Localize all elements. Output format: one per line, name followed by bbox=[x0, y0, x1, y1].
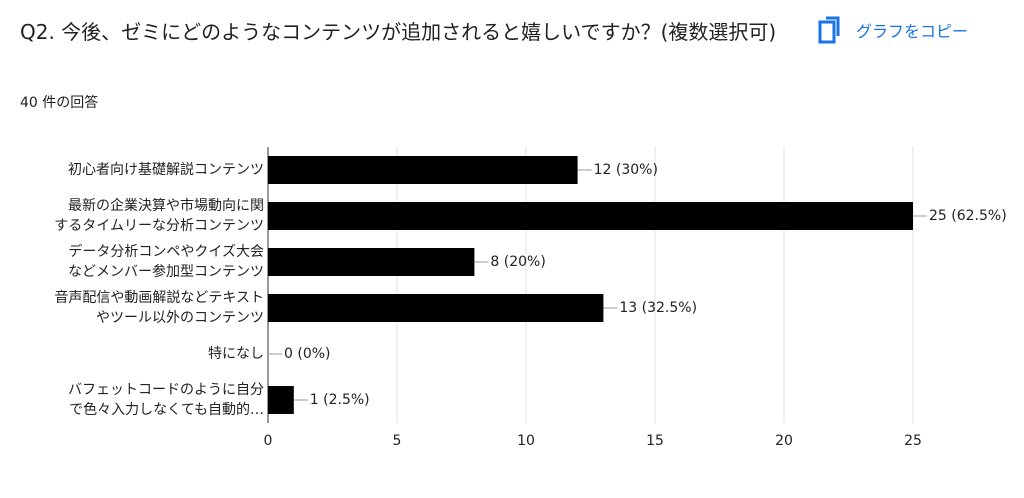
y-tick-label: 初心者向け基礎解説コンテンツ bbox=[68, 161, 264, 178]
y-tick-label: データ分析コンペやクイズ大会 bbox=[68, 243, 264, 260]
bar bbox=[268, 386, 294, 414]
bar bbox=[268, 294, 604, 322]
bar bbox=[268, 156, 578, 184]
y-tick-label: やツール以外のコンテンツ bbox=[96, 310, 264, 326]
data-label: 1 (2.5%) bbox=[310, 392, 370, 408]
data-label: 0 (0%) bbox=[284, 346, 331, 362]
copy-label: グラフをコピー bbox=[856, 22, 969, 41]
y-tick-label: 最新の企業決算や市場動向に関 bbox=[68, 197, 264, 214]
bar bbox=[268, 202, 913, 230]
response-count: 40 件の回答 bbox=[20, 95, 99, 111]
x-tick-label: 20 bbox=[775, 433, 793, 449]
copy-icon bbox=[818, 16, 840, 44]
x-tick-label: 5 bbox=[393, 433, 402, 449]
data-label: 13 (32.5%) bbox=[619, 300, 697, 316]
data-label: 12 (30%) bbox=[594, 162, 658, 178]
x-tick-label: 15 bbox=[646, 433, 664, 449]
data-label: 25 (62.5%) bbox=[929, 208, 1007, 224]
y-tick-label: などメンバー参加型コンテンツ bbox=[68, 263, 264, 280]
y-tick-label: バフェットコードのように自分 bbox=[68, 382, 264, 398]
chart-title: Q2. 今後、ゼミにどのようなコンテンツが追加されると嬉しいですか？(複数選択可… bbox=[20, 20, 777, 44]
x-tick-label: 25 bbox=[904, 433, 922, 449]
y-tick-label: 特になし bbox=[208, 346, 264, 362]
x-tick-label: 0 bbox=[264, 433, 273, 449]
bar bbox=[268, 248, 475, 276]
y-tick-label: で色々入力しなくても自動的… bbox=[69, 401, 264, 418]
y-tick-label: するタイムリーな分析コンテンツ bbox=[54, 218, 264, 234]
y-tick-label: 音声配信や動画解説などテキスト bbox=[54, 289, 264, 306]
data-label: 8 (20%) bbox=[490, 254, 545, 270]
copy-chart-button[interactable]: グラフをコピー bbox=[818, 16, 968, 44]
x-tick-label: 10 bbox=[517, 433, 535, 449]
